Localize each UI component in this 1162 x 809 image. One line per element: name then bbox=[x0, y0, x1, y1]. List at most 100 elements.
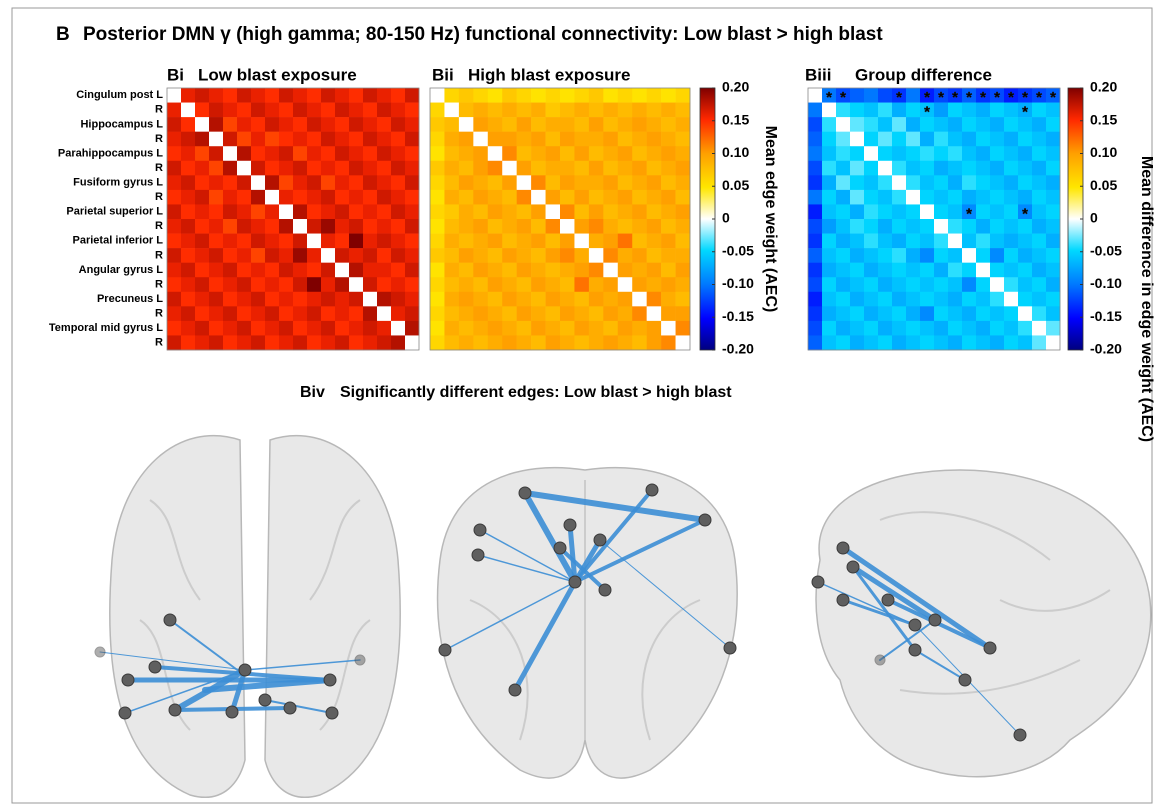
diagonal-cell bbox=[632, 291, 647, 307]
diagonal-cell bbox=[1018, 306, 1033, 322]
heatmap-cell bbox=[545, 306, 561, 322]
heatmap-cell bbox=[661, 88, 676, 103]
heatmap-cell bbox=[487, 117, 503, 132]
heatmap-cell bbox=[251, 335, 266, 351]
heatmap-cell bbox=[444, 248, 460, 263]
heatmap-cell bbox=[502, 277, 517, 293]
heatmap-cell bbox=[1046, 277, 1061, 293]
heatmap-cell bbox=[251, 117, 266, 132]
heatmap-cell bbox=[335, 160, 350, 176]
heatmap-cell bbox=[1004, 88, 1019, 103]
heatmap-cell bbox=[430, 306, 445, 322]
heatmap-cell bbox=[560, 262, 575, 278]
heatmap-cell bbox=[293, 131, 308, 147]
heatmap-cell bbox=[934, 306, 949, 322]
heatmap-cell bbox=[516, 306, 532, 322]
heatmap-cell bbox=[335, 320, 350, 336]
heatmap-cell bbox=[335, 204, 350, 220]
heatmap-cell bbox=[990, 306, 1005, 322]
heatmap-cell bbox=[458, 320, 474, 336]
heatmap-cell bbox=[209, 277, 224, 293]
heatmap-cell bbox=[920, 320, 935, 336]
heatmap-cell bbox=[934, 117, 949, 132]
heatmap-cell bbox=[545, 160, 561, 176]
heatmap-cell bbox=[223, 88, 238, 103]
heatmap-cell bbox=[195, 146, 210, 162]
heatmap-cell bbox=[920, 291, 935, 307]
heatmap-cell bbox=[1032, 131, 1047, 147]
row-label: Angular gyrus L bbox=[79, 264, 164, 276]
heatmap-cell bbox=[444, 233, 460, 249]
heatmap-cell bbox=[864, 277, 879, 293]
heatmap-cell bbox=[167, 175, 182, 191]
heatmap-cell bbox=[661, 102, 676, 118]
heatmap-cell bbox=[321, 204, 336, 220]
diagonal-cell bbox=[545, 204, 561, 220]
heatmap-cell bbox=[458, 131, 474, 147]
heatmap-cell bbox=[265, 320, 280, 336]
heatmap-cell bbox=[502, 204, 517, 220]
heatmap-cell bbox=[237, 117, 252, 132]
heatmap-cell bbox=[603, 233, 619, 249]
heatmap-cell bbox=[405, 175, 420, 191]
heatmap-cell bbox=[502, 189, 517, 205]
heatmap-cell bbox=[1018, 102, 1033, 118]
heatmap-cell bbox=[850, 233, 865, 249]
heatmap-cell bbox=[588, 219, 604, 234]
heatmap-cell bbox=[209, 88, 224, 103]
heatmap-cell bbox=[377, 233, 392, 249]
heatmap-cell bbox=[307, 219, 322, 234]
heatmap-cell bbox=[850, 146, 865, 162]
heatmap-cell bbox=[1018, 262, 1033, 278]
heatmap-cell bbox=[850, 189, 865, 205]
heatmap-cell bbox=[836, 146, 851, 162]
heatmap-cell bbox=[444, 204, 460, 220]
heatmap-cell bbox=[560, 146, 575, 162]
heatmap-cell bbox=[349, 248, 364, 263]
significance-marker: * bbox=[938, 89, 944, 106]
heatmap-cell bbox=[906, 335, 921, 351]
diagonal-cell bbox=[167, 88, 182, 103]
heatmap-cell bbox=[1032, 160, 1047, 176]
heatmap-cell bbox=[646, 262, 662, 278]
heatmap-cell bbox=[444, 146, 460, 162]
heatmap-cell bbox=[502, 175, 517, 191]
heatmap-cell bbox=[632, 175, 647, 191]
row-label: Cingulum post L bbox=[76, 89, 163, 101]
heatmap-cell bbox=[430, 335, 445, 351]
heatmap-cell bbox=[864, 291, 879, 307]
heatmap-cell bbox=[487, 131, 503, 147]
heatmap-cell bbox=[675, 291, 691, 307]
heatmap-cell bbox=[948, 117, 963, 132]
heatmap-cell bbox=[646, 189, 662, 205]
heatmap-cell bbox=[920, 175, 935, 191]
heatmap-cell bbox=[195, 102, 210, 118]
heatmap-cell bbox=[321, 160, 336, 176]
heatmap-cell bbox=[976, 175, 991, 191]
heatmap-cell bbox=[976, 248, 991, 263]
heatmap-cell bbox=[822, 320, 837, 336]
heatmap-cell bbox=[934, 335, 949, 351]
heatmap-cell bbox=[321, 306, 336, 322]
heatmap-cell bbox=[293, 233, 308, 249]
heatmap-cell bbox=[962, 320, 977, 336]
heatmap-cell bbox=[293, 291, 308, 307]
heatmap-cell bbox=[167, 306, 182, 322]
heatmap-cell bbox=[405, 277, 420, 293]
panel-label: Bii bbox=[432, 65, 454, 84]
heatmap-cell bbox=[444, 291, 460, 307]
heatmap-cell bbox=[363, 320, 378, 336]
heatmap-cell bbox=[1032, 219, 1047, 234]
heatmap-cell bbox=[560, 88, 575, 103]
heatmap-cell bbox=[850, 204, 865, 220]
heatmap-cell bbox=[617, 219, 633, 234]
matrix-border bbox=[166, 87, 420, 351]
diagonal-cell bbox=[878, 160, 893, 176]
significance-marker: * bbox=[924, 104, 930, 121]
heatmap-cell bbox=[458, 88, 474, 103]
colorbar-label: Mean difference in edge weight (AEC) bbox=[1138, 156, 1155, 442]
heatmap-cell bbox=[223, 189, 238, 205]
heatmap-cell bbox=[878, 248, 893, 263]
heatmap-cell bbox=[237, 291, 252, 307]
heatmap-cell bbox=[822, 146, 837, 162]
